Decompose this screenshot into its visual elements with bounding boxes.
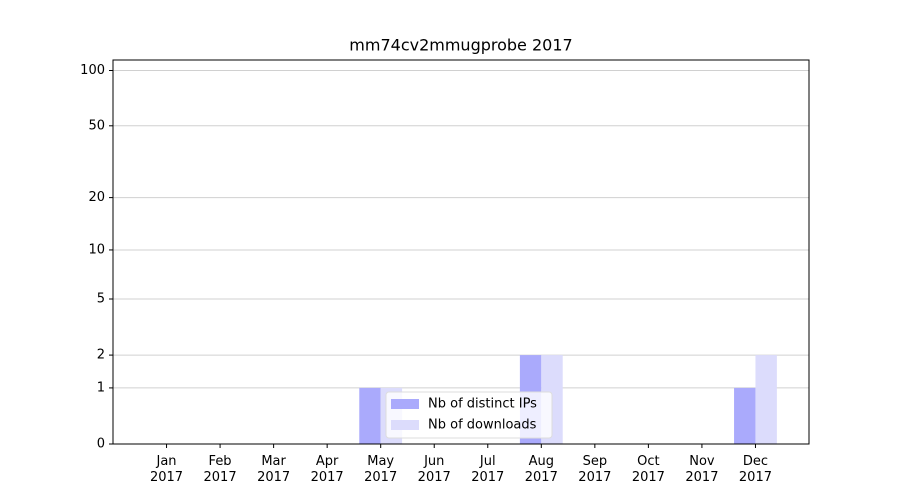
legend-box	[385, 391, 553, 439]
legend-swatch	[391, 399, 419, 409]
y-tick-label: 20	[88, 190, 105, 205]
y-tick-label: 100	[80, 63, 105, 78]
x-tick-label: Sep 2017	[578, 454, 611, 485]
y-tick-label: 50	[88, 118, 105, 133]
y-tick-label: 0	[97, 437, 105, 452]
x-tick-label: Jul 2017	[471, 454, 504, 485]
y-tick-label: 2	[97, 348, 105, 363]
legend-swatch	[391, 420, 419, 430]
y-tick-label: 1	[97, 380, 105, 395]
x-tick-label: Mar 2017	[257, 454, 290, 485]
x-tick-label: Aug 2017	[525, 454, 558, 485]
chart-title: mm74cv2mmugprobe 2017	[349, 36, 572, 55]
legend-label: Nb of distinct IPs	[428, 397, 537, 412]
bar	[359, 387, 381, 444]
legend-label: Nb of downloads	[428, 418, 537, 433]
x-tick-label: Oct 2017	[632, 454, 665, 485]
plot-frame	[112, 59, 810, 445]
x-tick-label: Apr 2017	[311, 454, 344, 485]
y-tick-label: 5	[97, 291, 105, 306]
x-tick-label: Dec 2017	[739, 454, 772, 485]
x-tick-label: Feb 2017	[204, 454, 237, 485]
x-tick-label: May 2017	[364, 454, 397, 485]
x-tick-label: Jan 2017	[150, 454, 183, 485]
bar	[734, 387, 756, 444]
x-tick-label: Jun 2017	[418, 454, 451, 485]
bar	[755, 355, 777, 444]
y-tick-label: 10	[88, 242, 105, 257]
x-tick-label: Nov 2017	[685, 454, 718, 485]
